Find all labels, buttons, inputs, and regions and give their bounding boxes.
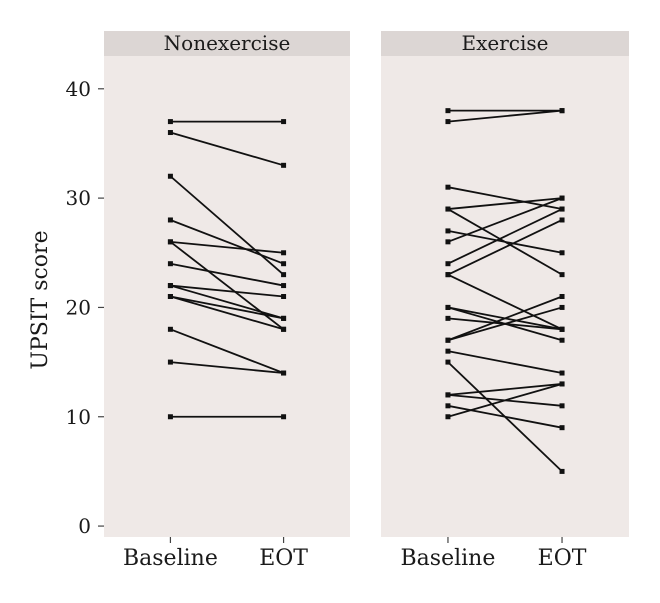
baseline-point-2 [445, 119, 451, 125]
eot-point-15 [559, 304, 565, 310]
panel-strip [104, 31, 350, 56]
subject-line-2 [447, 109, 563, 123]
baseline-point-20 [445, 403, 451, 409]
eot-point-20 [559, 425, 565, 431]
baseline-point-13 [167, 359, 173, 365]
eot-point-19 [559, 403, 565, 409]
eot-point-8 [281, 294, 287, 299]
subject-line-5 [170, 240, 284, 254]
y-tick-label-0: 0 [78, 514, 91, 538]
baseline-point-17 [445, 359, 451, 365]
y-tick-label-10: 10 [66, 405, 91, 429]
baseline-point-6 [167, 239, 173, 245]
baseline-point-15 [445, 337, 451, 343]
baseline-point-1 [167, 119, 173, 125]
baseline-point-12 [167, 326, 173, 332]
eot-point-3 [281, 272, 287, 278]
baseline-point-10 [445, 272, 451, 278]
baseline-point-2 [167, 130, 173, 136]
subject-line-2 [170, 131, 284, 167]
eot-point-4 [281, 261, 287, 267]
y-axis: UPSIT score 0 10 20 30 40 [28, 77, 104, 538]
y-tick-label-20: 20 [66, 295, 91, 319]
panel-title: Nonexercise [164, 31, 291, 55]
baseline-point-21 [445, 414, 451, 420]
baseline-point-1 [445, 108, 451, 114]
panel-background [381, 56, 629, 537]
baseline-point-13 [445, 315, 451, 321]
eot-point-2 [281, 162, 287, 168]
baseline-point-6 [445, 228, 451, 234]
eot-point-13 [281, 370, 287, 376]
eot-point-8 [559, 206, 565, 212]
panel-background [104, 56, 350, 537]
eot-point-17 [559, 468, 565, 474]
x-tick-label-eot: EOT [538, 546, 587, 571]
baseline-point-3 [167, 173, 173, 179]
baseline-point-5 [445, 206, 451, 212]
y-tick-label-30: 30 [66, 186, 91, 210]
x-tick-label-baseline: Baseline [123, 546, 218, 571]
eot-point-7 [281, 283, 287, 289]
subject-line-4 [170, 219, 284, 265]
subject-line-8 [447, 208, 563, 265]
subject-line-13 [170, 361, 284, 374]
eot-point-13 [559, 326, 565, 332]
eot-point-5 [559, 272, 565, 278]
subject-line-15 [447, 306, 563, 342]
subject-line-7 [447, 197, 563, 243]
subject-line-10 [447, 273, 563, 331]
subject-line-21 [447, 383, 563, 418]
eot-point-9 [559, 217, 565, 223]
baseline-point-9 [167, 283, 173, 289]
eot-point-14 [559, 294, 565, 299]
subject-line-10 [170, 295, 284, 320]
subject-line-9 [447, 219, 563, 276]
baseline-point-12 [445, 304, 451, 310]
y-axis-label: UPSIT score [28, 230, 53, 369]
subject-line-7 [170, 262, 284, 287]
eot-point-1 [281, 119, 287, 125]
baseline-point-11 [167, 294, 173, 299]
baseline-point-19 [445, 392, 451, 398]
x-tick-label-baseline: Baseline [401, 546, 496, 571]
baseline-point-14 [167, 414, 173, 420]
eot-point-6 [559, 250, 565, 256]
eot-point-2 [559, 108, 565, 114]
subject-line-16 [447, 350, 563, 374]
subject-line-9 [170, 284, 284, 320]
eot-point-12 [559, 337, 565, 343]
subject-line-4 [447, 197, 563, 210]
eot-point-14 [281, 414, 287, 420]
x-tick-label-eot: EOT [259, 546, 308, 571]
subject-line-8 [170, 284, 284, 298]
eot-point-10 [281, 315, 287, 321]
eot-point-11 [281, 326, 287, 332]
baseline-point-7 [167, 261, 173, 267]
subject-line-12 [170, 328, 284, 374]
baseline-point-7 [445, 239, 451, 245]
subject-line-14 [447, 295, 563, 342]
panel-nonexercise: Nonexercise Baseline EOT [104, 31, 350, 571]
eot-point-5 [281, 250, 287, 256]
subject-line-20 [447, 404, 563, 429]
eot-point-21 [559, 381, 565, 387]
eot-point-7 [559, 195, 565, 201]
baseline-point-3 [445, 184, 451, 190]
panel-strip [381, 31, 629, 56]
baseline-point-16 [445, 348, 451, 354]
baseline-point-4 [167, 217, 173, 223]
subject-line-18 [447, 383, 563, 396]
panel-exercise: Exercise Baseline EOT [381, 31, 629, 571]
subject-line-11 [170, 295, 284, 331]
eot-point-16 [559, 370, 565, 376]
subject-line-3 [169, 175, 285, 276]
y-tick-label-40: 40 [66, 77, 91, 101]
panel-title: Exercise [462, 31, 549, 55]
baseline-point-8 [445, 261, 451, 267]
